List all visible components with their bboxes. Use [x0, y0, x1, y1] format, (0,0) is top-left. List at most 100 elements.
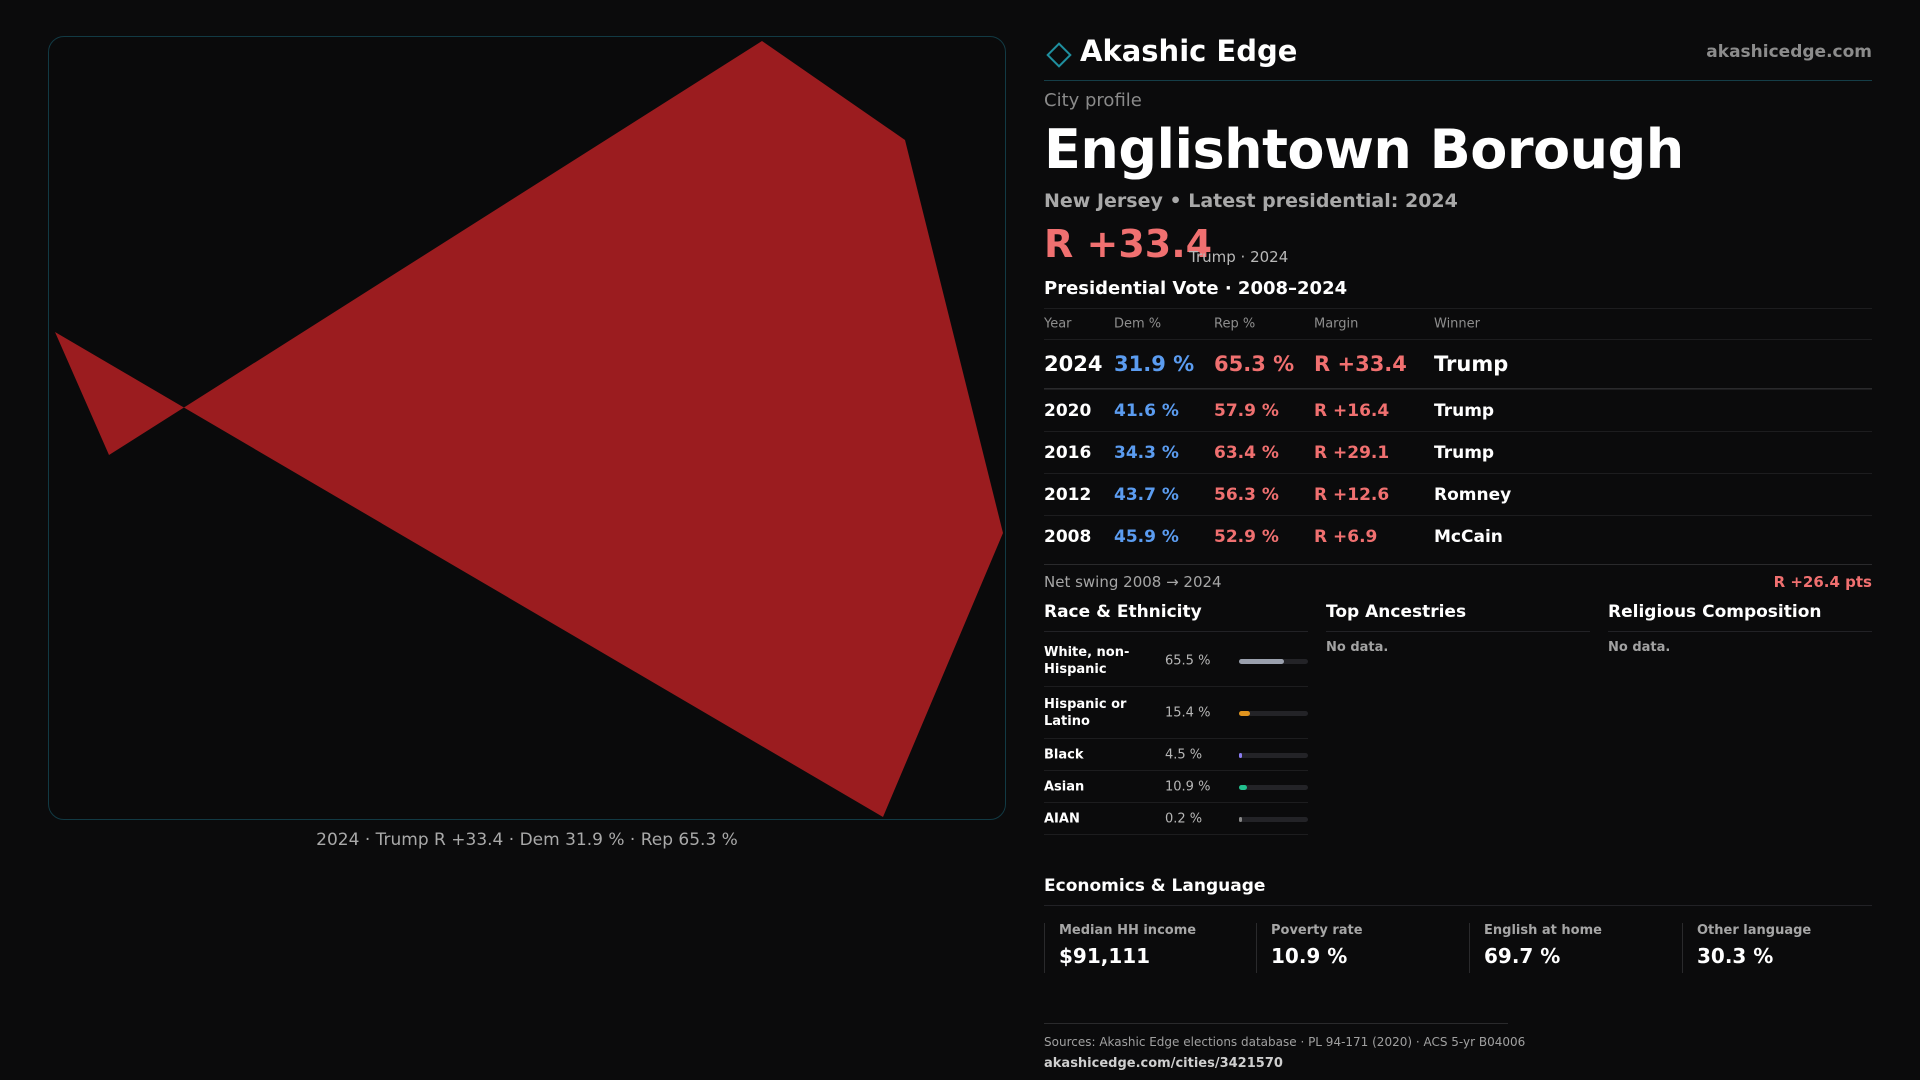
- religion-section-title: Religious Composition: [1608, 602, 1822, 622]
- profile-panel: Akashic Edge akashicedge.com City profil…: [1044, 30, 1872, 1071]
- row-year: 2008: [1044, 526, 1092, 547]
- row-year: 2016: [1044, 442, 1092, 463]
- latest-margin-note: Trump · 2024: [1189, 248, 1289, 266]
- row-dem: 34.3 %: [1114, 442, 1179, 463]
- race-bar-fill: [1239, 659, 1284, 664]
- map-caption: 2024 · Trump R +33.4 · Dem 31.9 % · Rep …: [316, 830, 738, 850]
- race-bar: [1239, 659, 1308, 664]
- stat-value: $91,111: [1059, 944, 1151, 968]
- race-label: Black: [1044, 747, 1084, 762]
- race-pct: 4.5 %: [1165, 747, 1203, 762]
- stat-value: 69.7 %: [1484, 944, 1561, 968]
- brand-header: Akashic Edge akashicedge.com: [1044, 30, 1872, 81]
- row-margin: R +6.9: [1314, 526, 1378, 547]
- race-bar-fill: [1239, 710, 1250, 716]
- row-rep: 63.4 %: [1214, 442, 1279, 463]
- profile-eyebrow: City profile: [1044, 90, 1142, 111]
- header-margin: Margin: [1314, 316, 1359, 332]
- table-row: 2008 45.9 % 52.9 % R +6.9 McCain: [1044, 515, 1872, 557]
- race-bar-fill: [1239, 752, 1242, 758]
- presidential-results-table: Year Dem % Rep % Margin Winner 2024 31.9…: [1044, 308, 1872, 557]
- ancestries-empty: No data.: [1326, 640, 1389, 655]
- stat-other-language: Other language 30.3 %: [1682, 923, 1894, 973]
- row-dem: 41.6 %: [1114, 400, 1179, 421]
- row-rep: 52.9 %: [1214, 526, 1279, 547]
- religion-empty: No data.: [1608, 640, 1671, 655]
- city-boundary-map: [55, 41, 1003, 817]
- row-margin: R +12.6: [1314, 484, 1390, 505]
- race-bar-fill: [1239, 784, 1247, 790]
- list-item: AIAN 0.2 %: [1044, 803, 1308, 835]
- race-bar: [1239, 752, 1308, 758]
- stat-label: Median HH income: [1059, 923, 1197, 938]
- list-item: Asian 10.9 %: [1044, 771, 1308, 803]
- stat-label: English at home: [1484, 923, 1602, 938]
- row-winner: McCain: [1434, 526, 1503, 547]
- stat-value: 10.9 %: [1271, 944, 1348, 968]
- page-subtitle: New Jersey • Latest presidential: 2024: [1044, 190, 1458, 212]
- row-rep: 65.3 %: [1214, 352, 1295, 376]
- row-year: 2012: [1044, 484, 1092, 505]
- row-dem: 31.9 %: [1114, 352, 1195, 376]
- stat-english-at-home: English at home 69.7 %: [1469, 923, 1681, 973]
- site-link[interactable]: akashicedge.com: [1706, 42, 1872, 62]
- race-pct: 15.4 %: [1165, 705, 1211, 720]
- race-bar: [1239, 816, 1308, 822]
- race-label: AIAN: [1044, 811, 1080, 826]
- header-dem: Dem %: [1114, 316, 1162, 332]
- ancestries-divider: [1326, 631, 1590, 632]
- list-item: Black 4.5 %: [1044, 739, 1308, 771]
- row-dem: 45.9 %: [1114, 526, 1179, 547]
- brand-name[interactable]: Akashic Edge: [1080, 34, 1298, 68]
- row-margin: R +16.4: [1314, 400, 1390, 421]
- presidential-section-title: Presidential Vote · 2008–2024: [1044, 278, 1348, 299]
- stat-value: 30.3 %: [1697, 944, 1774, 968]
- ancestries-section-title: Top Ancestries: [1326, 602, 1467, 622]
- stat-label: Other language: [1697, 923, 1812, 938]
- row-margin: R +33.4: [1314, 352, 1407, 376]
- footer-divider: [1044, 1023, 1508, 1024]
- latest-margin: R +33.4: [1044, 222, 1213, 266]
- race-section-title: Race & Ethnicity: [1044, 602, 1202, 622]
- list-item: Hispanic or Latino 15.4 %: [1044, 687, 1308, 739]
- page-title: Englishtown Borough: [1044, 118, 1684, 181]
- city-map[interactable]: [48, 36, 1006, 820]
- header-year: Year: [1044, 316, 1072, 332]
- race-bar: [1239, 710, 1308, 716]
- net-swing-label: Net swing 2008 → 2024: [1044, 573, 1222, 591]
- row-winner: Romney: [1434, 484, 1512, 505]
- race-label: White, non-Hispanic: [1044, 645, 1130, 677]
- table-row: 2016 34.3 % 63.4 % R +29.1 Trump: [1044, 431, 1872, 473]
- race-label: Hispanic or Latino: [1044, 696, 1127, 729]
- net-swing-value: R +26.4 pts: [1773, 573, 1872, 591]
- row-winner: Trump: [1434, 352, 1509, 376]
- diamond-icon: [1046, 42, 1072, 68]
- row-winner: Trump: [1434, 400, 1495, 421]
- race-divider: [1044, 631, 1308, 632]
- economics-section-title: Economics & Language: [1044, 876, 1266, 896]
- economics-divider: [1044, 905, 1872, 906]
- table-header: Year Dem % Rep % Margin Winner: [1044, 308, 1872, 339]
- race-label: Asian: [1044, 779, 1085, 794]
- row-rep: 57.9 %: [1214, 400, 1279, 421]
- footer-sources: Sources: Akashic Edge elections database…: [1044, 1035, 1526, 1049]
- net-swing: Net swing 2008 → 2024 R +26.4 pts: [1044, 564, 1872, 593]
- header-winner: Winner: [1434, 316, 1481, 332]
- row-winner: Trump: [1434, 442, 1495, 463]
- city-boundary-shape[interactable]: [55, 41, 1003, 817]
- table-row: 2020 41.6 % 57.9 % R +16.4 Trump: [1044, 389, 1872, 431]
- row-dem: 43.7 %: [1114, 484, 1179, 505]
- stat-median-income: Median HH income $91,111: [1044, 923, 1256, 973]
- race-pct: 0.2 %: [1165, 811, 1203, 826]
- row-rep: 56.3 %: [1214, 484, 1279, 505]
- list-item: White, non-Hispanic 65.5 %: [1044, 636, 1308, 687]
- religion-divider: [1608, 631, 1872, 632]
- race-list: White, non-Hispanic 65.5 % Hispanic or L…: [1044, 636, 1308, 835]
- row-year: 2024: [1044, 352, 1103, 376]
- stat-label: Poverty rate: [1271, 923, 1363, 938]
- table-row: 2012 43.7 % 56.3 % R +12.6 Romney: [1044, 473, 1872, 515]
- stat-poverty-rate: Poverty rate 10.9 %: [1256, 923, 1468, 973]
- footer-url[interactable]: akashicedge.com/cities/3421570: [1044, 1056, 1283, 1071]
- race-bar: [1239, 784, 1308, 790]
- race-pct: 65.5 %: [1165, 653, 1211, 669]
